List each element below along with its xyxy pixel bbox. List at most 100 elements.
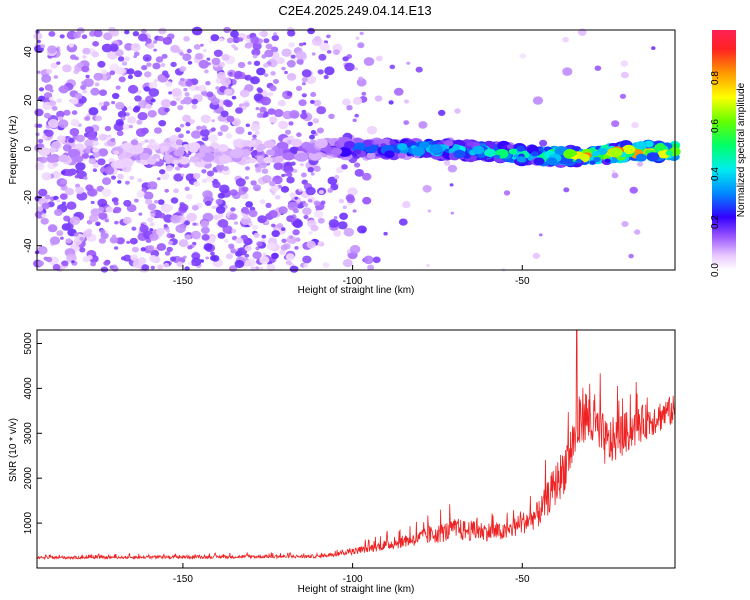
spectrogram-noise-cell [341, 164, 348, 170]
spectrogram-signal-cell [331, 147, 343, 156]
spectrogram-noise-cell [244, 42, 253, 49]
spectrogram-noise-cell [220, 110, 229, 118]
spectrogram-noise-cell [300, 112, 308, 120]
spectrogram-signal-cell [484, 148, 496, 157]
spectrogram-noise-cell [71, 260, 75, 264]
spectrogram-noise-cell [347, 187, 358, 197]
spectrogram-noise-cell [221, 54, 230, 61]
spectrogram-noise-cell [273, 32, 278, 36]
spectrogram-noise-cell [257, 88, 263, 94]
spectrogram-signal-cell [46, 154, 58, 163]
spectrogram-noise-cell [182, 255, 187, 259]
spectrogram-noise-cell [43, 112, 51, 119]
spectrogram-noise-cell [186, 130, 190, 134]
spectrogram-noise-cell [132, 259, 143, 269]
spectrogram-noise-cell [138, 212, 143, 216]
spectrogram-noise-cell [83, 176, 88, 180]
spectrogram-noise-cell [269, 180, 276, 187]
spectrogram-noise-cell [180, 173, 185, 177]
spectrogram-noise-cell [611, 120, 620, 128]
spectrogram-noise-cell [244, 209, 251, 215]
spectrogram-noise-cell [92, 168, 97, 172]
spectrogram-x-tick-label: -50 [515, 276, 530, 287]
spectrogram-noise-cell [244, 176, 249, 180]
spectrogram-noise-cell [83, 78, 94, 87]
spectrogram-noise-cell [256, 112, 264, 119]
spectrogram-noise-cell [91, 51, 100, 58]
colorbar-tick-label: 0.6 [710, 119, 721, 133]
spectrogram-noise-cell [41, 172, 52, 181]
spectrogram-noise-cell [130, 254, 139, 261]
spectrogram-noise-cell [259, 106, 267, 113]
spectrogram-noise-cell [422, 185, 432, 193]
snr-x-tick-label: -150 [173, 574, 193, 585]
spectrogram-signal-cell [563, 148, 577, 158]
spectrogram-noise-cell [104, 166, 115, 175]
spectrogram-noise-cell [239, 89, 250, 98]
spectrogram-noise-cell [271, 230, 280, 238]
spectrogram-signal-cell [314, 139, 328, 149]
spectrogram-signal-cell [546, 157, 558, 166]
spectrogram-noise-cell [285, 260, 292, 266]
spectrogram-noise-cell [97, 60, 106, 68]
spectrogram-noise-cell [168, 91, 173, 95]
spectrogram-noise-cell [99, 229, 106, 234]
spectrogram-noise-cell [201, 178, 208, 184]
spectrogram-noise-cell [229, 189, 238, 196]
spectrogram-noise-cell [269, 116, 278, 124]
spectrogram-noise-cell [367, 264, 375, 271]
spectrogram-noise-cell [354, 67, 358, 71]
spectrogram-noise-cell [252, 134, 257, 139]
spectrogram-noise-cell [203, 243, 213, 251]
spectrogram-noise-cell [264, 49, 274, 58]
spectrogram-noise-cell [281, 227, 286, 232]
spectrogram-noise-cell [234, 70, 243, 78]
spectrogram-noise-cell [104, 179, 110, 184]
spectrogram-noise-cell [288, 121, 294, 126]
spectrogram-noise-cell [193, 172, 201, 180]
spectrogram-signal-cell [338, 147, 352, 157]
spectrogram-noise-cell [217, 219, 229, 228]
spectrogram-noise-cell [302, 42, 307, 46]
snr-x-label: Height of straight line (km) [298, 584, 415, 595]
spectrogram-noise-cell [290, 161, 296, 166]
spectrogram-noise-cell [252, 54, 258, 59]
spectrogram-noise-cell [191, 98, 199, 105]
spectrogram-noise-cell [160, 172, 170, 180]
spectrogram-noise-cell [218, 37, 224, 42]
spectrogram-signal-cell [73, 155, 84, 163]
spectrogram-y-tick-label: -40 [23, 238, 34, 253]
spectrogram-noise-cell [100, 69, 108, 75]
spectrogram-noise-cell [217, 213, 224, 219]
spectrogram-noise-cell [271, 34, 279, 42]
spectrogram-noise-cell [98, 212, 108, 220]
spectrogram-noise-cell [155, 56, 164, 63]
spectrogram-noise-cell [75, 186, 85, 194]
spectrogram-signal-cell [646, 152, 660, 162]
snr-frame [36, 329, 676, 569]
spectrogram-noise-cell [146, 62, 152, 67]
spectrogram-noise-cell [86, 255, 93, 260]
spectrogram-noise-cell [105, 206, 114, 213]
spectrogram-noise-cell [93, 72, 104, 81]
spectrogram-noise-cell [281, 48, 292, 57]
spectrogram-noise-cell [74, 175, 79, 179]
spectrogram-noise-cell [85, 74, 90, 79]
spectrogram-noise-cell [154, 127, 162, 134]
spectrogram-noise-cell [563, 187, 570, 193]
spectrogram-noise-cell [363, 57, 375, 66]
spectrogram-noise-cell [250, 266, 257, 272]
spectrogram-noise-cell [73, 238, 82, 246]
spectrogram-noise-cell [163, 224, 168, 228]
spectrogram-noise-cell [189, 119, 195, 125]
spectrogram-noise-cell [298, 99, 307, 107]
spectrogram-noise-cell [56, 135, 66, 143]
spectrogram-signal-cell [173, 150, 183, 157]
spectrogram-noise-cell [59, 193, 68, 200]
spectrogram-noise-cell [206, 175, 215, 182]
spectrogram-signal-cell [506, 144, 514, 150]
spectrogram-noise-cell [190, 230, 201, 240]
spectrogram-noise-cell [126, 68, 135, 75]
spectrogram-noise-cell [200, 220, 209, 228]
spectrogram-noise-cell [98, 148, 109, 157]
